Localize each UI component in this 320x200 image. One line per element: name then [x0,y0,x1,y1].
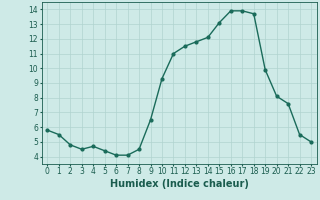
X-axis label: Humidex (Indice chaleur): Humidex (Indice chaleur) [110,179,249,189]
